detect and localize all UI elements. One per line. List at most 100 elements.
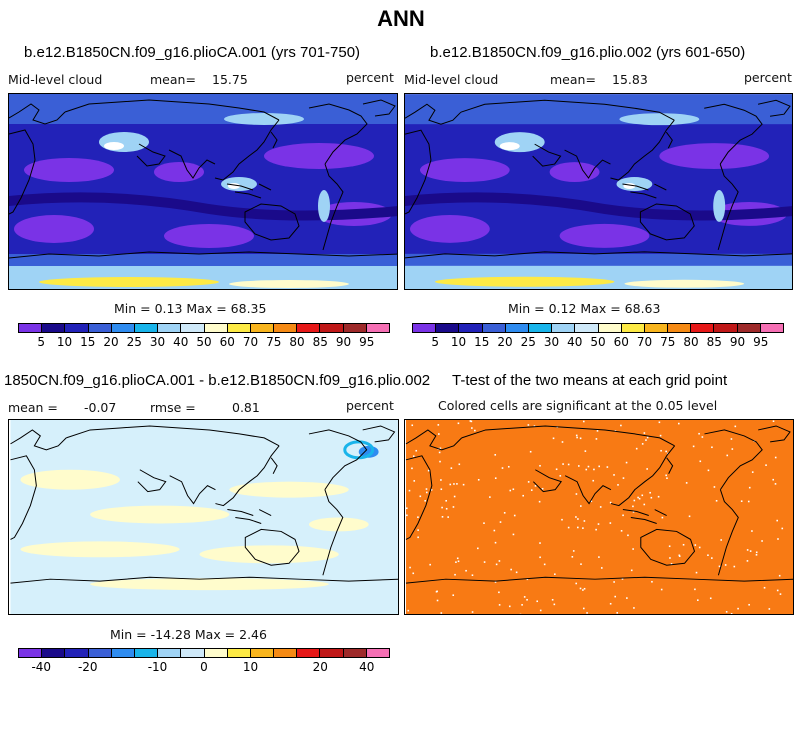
colorbar-swatch (158, 649, 182, 657)
colorbar-swatch (714, 324, 738, 332)
colorbar-swatch (366, 649, 389, 657)
colorbar-tick-label: -40 (31, 660, 52, 674)
panel-3-stats: Min = -14.28 Max = 2.46 (110, 627, 267, 642)
colorbar-swatch (274, 324, 298, 332)
colorbar-tick-label: 40 (359, 660, 375, 674)
colorbar-tick-label: 60 (613, 335, 629, 349)
colorbar-swatch (88, 324, 112, 332)
colorbar-swatch (644, 324, 669, 332)
panel-1-variable: Mid-level cloud (8, 72, 103, 87)
panel-4-title: T-test of the two means at each grid poi… (452, 372, 728, 389)
colorbar-swatch (181, 324, 205, 332)
colorbar-swatch (181, 649, 205, 657)
colorbar-swatch (111, 649, 135, 657)
colorbar-swatch (320, 649, 344, 657)
colorbar-tick-label: 5 (37, 335, 46, 349)
colorbar-swatch (134, 649, 159, 657)
colorbar-tick-label: 80 (683, 335, 699, 349)
panel-3-title: 1850CN.f09_g16.plioCA.001 - b.e12.B1850C… (4, 372, 431, 389)
colorbar-tick-label: -10 (147, 660, 168, 674)
colorbar-tick-label: 25 (126, 335, 142, 349)
colorbar-swatch (227, 324, 251, 332)
panel-1-map (8, 93, 398, 290)
colorbar-swatch (436, 324, 460, 332)
panel-2-mean-label: mean= (550, 72, 596, 87)
colorbar-swatch (274, 649, 298, 657)
colorbar-tick-label: 95 (753, 335, 769, 349)
panel-2-map (404, 93, 793, 290)
colorbar-swatch (760, 324, 783, 332)
colorbar-tick-label: 30 (543, 335, 560, 349)
colorbar-swatch (19, 649, 43, 657)
colorbar-swatch (598, 324, 622, 332)
panel-3-rmse-label: rmse = (150, 400, 196, 415)
panel-4-map (404, 419, 794, 615)
colorbar-swatch (482, 324, 506, 332)
colorbar-swatch (459, 324, 483, 332)
colorbar-swatch (158, 324, 182, 332)
cloud-colorbar-1: 5 10 15 20 25 30 40 50 60 70 75 80 85 90 95 (18, 323, 390, 349)
colorbar-swatch (19, 324, 43, 332)
panel-1-stats: Min = 0.13 Max = 68.35 (114, 301, 267, 316)
panel-1-mean-value: 15.75 (212, 72, 248, 87)
colorbar-tick-label: 20 (103, 335, 119, 349)
panel-1-title: b.e12.B1850CN.f09_g16.plioCA.001 (yrs 70… (24, 44, 361, 61)
panel-3-rmse-value: 0.81 (232, 400, 260, 415)
colorbar-swatch (134, 324, 159, 332)
colorbar-tick-label: 75 (660, 335, 676, 349)
colorbar-tick-label: 70 (242, 335, 259, 349)
colorbar-swatch (413, 324, 437, 332)
colorbar-tick-label: 15 (80, 335, 96, 349)
figure-title: ANN (377, 6, 425, 31)
colorbar-swatch (42, 324, 66, 332)
colorbar-swatch (343, 324, 367, 332)
panel-4-subtitle: Colored cells are significant at the 0.0… (438, 398, 718, 413)
colorbar-tick-label: 10 (56, 335, 73, 349)
panel-3-map (8, 419, 399, 615)
panel-3-mean-value: -0.07 (84, 400, 117, 415)
colorbar-swatch (65, 324, 89, 332)
colorbar-tick-label: 85 (706, 335, 722, 349)
cloud-colorbar-2: 5 10 15 20 25 30 40 50 60 70 75 80 85 90 95 (412, 323, 784, 349)
colorbar-tick-label: 40 (173, 335, 189, 349)
colorbar-tick-label: 50 (590, 335, 606, 349)
colorbar-tick-label: 90 (729, 335, 746, 349)
panel-2-variable: Mid-level cloud (404, 72, 499, 87)
colorbar-tick-label: 30 (149, 335, 166, 349)
diff-colorbar: -40 -20 -10 0 10 20 40 (18, 648, 390, 674)
panel-2-mean-value: 15.83 (612, 72, 648, 87)
colorbar-swatch (111, 324, 135, 332)
colorbar-tick-label: 75 (266, 335, 282, 349)
colorbar-swatch (65, 649, 89, 657)
colorbar-swatch (204, 649, 228, 657)
colorbar-swatch (250, 324, 275, 332)
colorbar-tick-label: 15 (474, 335, 490, 349)
colorbar-swatch (42, 649, 66, 657)
colorbar-tick-label: 10 (450, 335, 467, 349)
colorbar-tick-label: 20 (312, 660, 328, 674)
colorbar-swatch (204, 324, 228, 332)
colorbar-swatch (227, 649, 251, 657)
colorbar-tick-label: 0 (200, 660, 208, 674)
panel-2-title: b.e12.B1850CN.f09_g16.plio.002 (yrs 601-… (430, 44, 746, 61)
colorbar-swatch (250, 649, 275, 657)
colorbar-tick-label: 40 (567, 335, 583, 349)
colorbar-tick-label: 80 (289, 335, 305, 349)
colorbar-tick-label: 5 (431, 335, 440, 349)
colorbar-tick-label: 85 (312, 335, 328, 349)
panel-2-stats: Min = 0.12 Max = 68.63 (508, 301, 661, 316)
colorbar-tick-label: 20 (497, 335, 513, 349)
colorbar-swatch (320, 324, 344, 332)
colorbar-swatch (737, 324, 761, 332)
panel-3-units: percent (346, 398, 394, 413)
panel-2-units: percent (744, 70, 792, 85)
colorbar-swatch (366, 324, 389, 332)
colorbar-tick-label: 25 (520, 335, 536, 349)
colorbar-tick-label: 60 (219, 335, 235, 349)
colorbar-tick-label: -20 (77, 660, 98, 674)
colorbar-swatch (621, 324, 645, 332)
panel-3-mean-label: mean = (8, 400, 58, 415)
panel-1-units: percent (346, 70, 394, 85)
colorbar-swatch (552, 324, 576, 332)
colorbar-swatch (575, 324, 599, 332)
